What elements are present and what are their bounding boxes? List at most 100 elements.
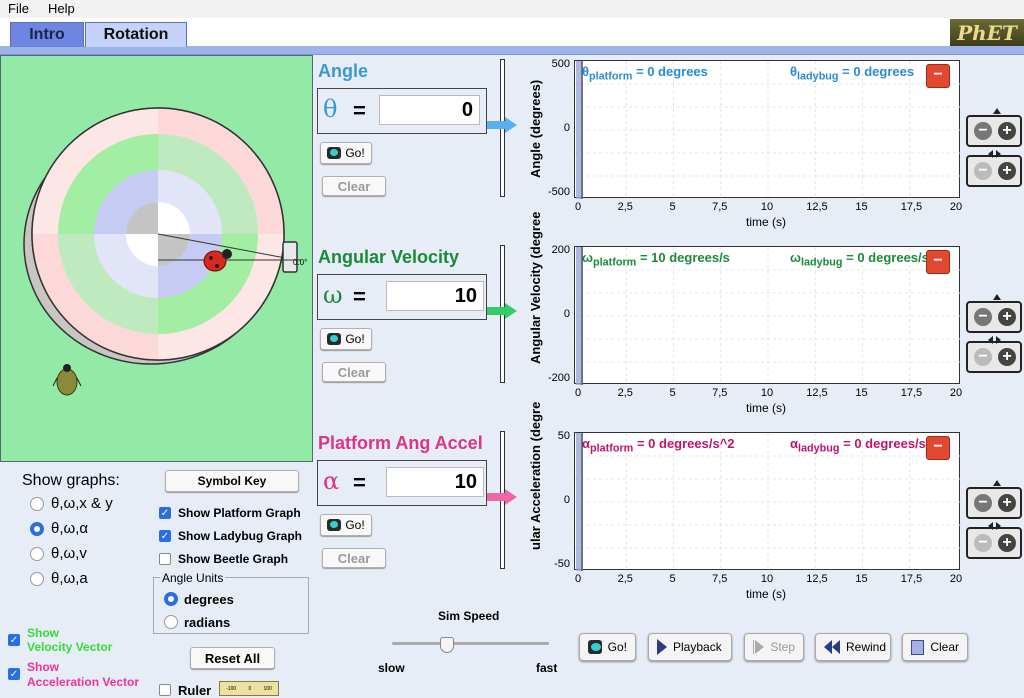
x-tick-label: 12,5 [806,387,822,399]
zoom-out-icon[interactable]: − [974,162,992,180]
vertical-zoom-control[interactable]: − + [966,487,1022,519]
beetle[interactable] [53,364,81,395]
horizontal-zoom-control[interactable]: − + [966,155,1022,187]
zoom-out-icon[interactable]: − [974,534,992,552]
zoom-out-icon[interactable]: − [974,494,992,512]
clear-button[interactable]: Clear [322,362,386,382]
zoom-vertical-icon [993,294,1001,300]
reset-all-button[interactable]: Reset All [190,647,275,669]
platform-symbol: θ [582,64,589,79]
show-velocity-vector-checkbox[interactable]: ✓ [8,634,20,646]
minimize-graph-button[interactable]: − [926,436,950,460]
rewind-icon [824,640,832,654]
show-beetle-graph-checkbox[interactable] [159,553,171,565]
go-label: Go! [345,332,364,346]
arrow-icon [487,121,507,129]
show-acceleration-vector-checkbox[interactable]: ✓ [8,668,20,680]
clear-button[interactable]: Clear [322,548,386,568]
go-button[interactable]: Go! [320,514,372,536]
go-button[interactable]: Go! [320,142,372,164]
zoom-vertical-icon [993,108,1001,114]
symbol: α [323,467,339,495]
clear-all-button[interactable]: Clear [902,633,968,661]
clear-icon [911,640,924,655]
radio-degrees[interactable] [164,592,178,606]
ladybug-value: = 0 degrees/s [846,250,929,265]
horizontal-zoom-control[interactable]: − + [966,527,1022,559]
zoom-in-icon[interactable]: + [998,494,1016,512]
ruler-tick: 0 [248,686,251,692]
value-input[interactable]: 10 [386,467,484,497]
zoom-in-icon[interactable]: + [998,534,1016,552]
playback-button[interactable]: Playback [648,633,732,661]
step-icon-arrow [755,640,764,654]
x-tick-label: 15 [854,387,870,399]
vertical-zoom-control[interactable]: − + [966,115,1022,147]
menu-help[interactable]: Help [48,1,75,16]
radio-graphs-a[interactable] [30,572,44,586]
rewind-icon-2 [832,640,840,654]
radio-graphs-v[interactable] [30,547,44,561]
show-platform-graph-checkbox[interactable]: ✓ [159,507,171,519]
zoom-out-icon[interactable]: − [974,308,992,326]
show-acceleration-vector-label-1: Show [27,660,59,674]
tab-intro[interactable]: Intro [10,22,84,47]
go-button[interactable]: Go! [320,328,372,350]
platform-value: = 10 degrees/s [640,250,730,265]
menu-bar [0,0,1024,19]
radio-graphs-alpha[interactable] [30,522,44,536]
x-tick-label: 20 [948,201,964,213]
go-label: Go! [608,640,627,654]
x-tick-label: 7,5 [712,573,728,585]
zoom-in-icon[interactable]: + [998,122,1016,140]
zoom-out-icon[interactable]: − [974,122,992,140]
y-tick-label: 200 [534,244,570,256]
radio-graphs-xy[interactable] [30,497,44,511]
radio-graphs-a-label: θ,ω,a [51,570,88,587]
x-tick-label: 17,5 [901,201,917,213]
minimize-graph-button[interactable]: − [926,64,950,88]
arrow-icon [487,493,507,501]
show-platform-graph-label: Show Platform Graph [178,506,301,520]
ladybug-readout: αladybug = 0 degrees/s^2 [790,436,941,455]
phet-logo: PhET [950,19,1024,46]
minimize-graph-button[interactable]: − [926,250,950,274]
value-input[interactable]: 10 [386,281,484,311]
go-button[interactable]: Go! [579,633,636,661]
zoom-in-icon[interactable]: + [998,162,1016,180]
clear-button[interactable]: Clear [322,176,386,196]
menu-file[interactable]: File [8,1,29,16]
show-ladybug-graph-checkbox[interactable]: ✓ [159,530,171,542]
radio-radians[interactable] [164,615,178,629]
vertical-zoom-control[interactable]: − + [966,301,1022,333]
x-axis-label: time (s) [746,401,786,415]
horizontal-zoom-control[interactable]: − + [966,341,1022,373]
tab-rotation[interactable]: Rotation [85,22,187,47]
ladybug-value: = 0 degrees [842,64,914,79]
zoom-in-icon[interactable]: + [998,348,1016,366]
ruler-checkbox[interactable] [159,684,171,696]
platform-sub: platform [589,71,632,83]
sim-speed-slider[interactable] [440,637,454,653]
symbol-key-button[interactable]: Symbol Key [165,470,299,492]
radio-graphs-alpha-label: θ,ω,α [51,520,88,537]
y-tick-label: 0 [534,308,570,320]
go-icon [327,147,341,159]
value-input[interactable]: 0 [379,95,480,125]
sim-speed-label: Sim Speed [438,609,499,623]
step-button[interactable]: Step [744,633,804,661]
rewind-button[interactable]: Rewind [815,633,891,661]
zoom-in-icon[interactable]: + [998,308,1016,326]
rotating-platform[interactable] [24,108,296,364]
zoom-out-icon[interactable]: − [974,348,992,366]
zoom-horizontal-icon [988,150,993,158]
symbol: ω [323,281,343,309]
ladybug-readout: θladybug = 0 degrees [790,64,914,83]
x-axis-label: time (s) [746,587,786,601]
x-tick-label: 2,5 [617,573,633,585]
platform-symbol: ω [582,250,593,265]
x-tick-label: 17,5 [901,573,917,585]
ruler-icon[interactable]: -100 0 100 [219,681,279,696]
x-tick-label: 12,5 [806,573,822,585]
playback-label: Playback [673,640,722,654]
